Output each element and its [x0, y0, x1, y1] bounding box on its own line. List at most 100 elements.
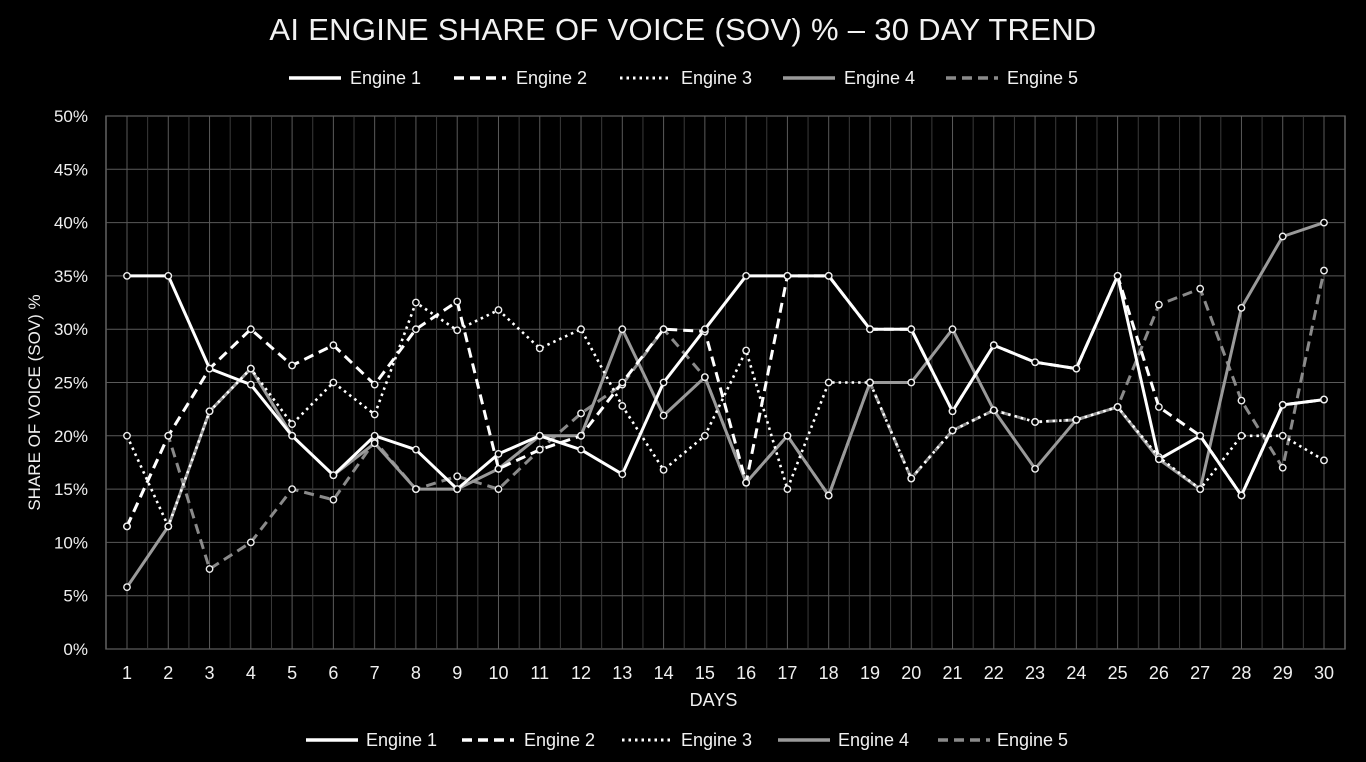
engine-5-point	[1237, 396, 1246, 405]
engine-4-point	[700, 373, 709, 382]
y-tick-label: 20%	[54, 427, 88, 446]
engine-5-point	[453, 472, 462, 481]
engine-2-point	[412, 325, 420, 334]
x-tick-label: 6	[328, 663, 338, 683]
engine-1-point	[1278, 400, 1287, 409]
legend-engine-2-label: Engine 2	[516, 68, 587, 88]
legend-engine-4-label: Engine 4	[838, 730, 909, 750]
legend-bottom: Engine 1 Engine 2 Engine 3 Engine 4 Engine 5	[0, 726, 1366, 754]
x-tick-label: 1	[122, 663, 132, 683]
engine-3-point	[453, 326, 462, 335]
engine-2-point	[618, 378, 627, 387]
y-tick-label: 5%	[63, 587, 88, 606]
engine-1-point	[246, 380, 255, 389]
engine-3-point	[535, 344, 544, 353]
legend-engine-2-label: Engine 2	[524, 730, 595, 750]
engine-3-point	[907, 474, 916, 483]
engine-1-point	[1072, 364, 1081, 373]
engine-2-point	[246, 325, 255, 334]
engine-1-point	[494, 450, 503, 458]
engine-1-point	[907, 325, 916, 334]
x-tick-label: 15	[695, 663, 715, 683]
x-tick-label: 27	[1190, 663, 1210, 683]
engine-1-point	[1196, 431, 1205, 440]
y-tick-label: 45%	[54, 160, 88, 179]
legend-engine-3-label: Engine 3	[681, 730, 752, 750]
engine-3-point	[948, 426, 957, 435]
engine-1-point	[659, 378, 668, 387]
engine-1-point	[783, 271, 792, 280]
x-tick-label: 8	[411, 663, 421, 683]
engine-3-point	[1072, 415, 1081, 424]
engine-4-point	[659, 411, 668, 420]
engine-1-point	[1320, 395, 1328, 404]
engine-4-point	[948, 325, 957, 334]
engine-3-point	[866, 378, 874, 387]
x-tick-label: 12	[571, 663, 591, 683]
engine-5-point	[577, 409, 585, 418]
engine-4-point	[1237, 303, 1246, 312]
engine-4-point	[1031, 464, 1039, 473]
engine-4-point	[783, 431, 792, 440]
engine-1-point	[453, 485, 462, 493]
engine-5-point	[1196, 284, 1205, 293]
legend-engine-4-label: Engine 4	[844, 68, 915, 88]
engine-2-point	[494, 464, 503, 473]
engine-1-point	[989, 341, 998, 350]
engine-3-point	[783, 485, 792, 493]
engine-3-point	[989, 406, 998, 415]
x-tick-label: 20	[901, 663, 921, 683]
x-tick-label: 26	[1149, 663, 1169, 683]
engine-1-point	[329, 471, 338, 480]
engine-2-point	[370, 380, 379, 389]
engine-4-point	[1278, 232, 1287, 241]
engine-1-point	[1031, 358, 1039, 367]
engine-2-point	[164, 431, 173, 440]
x-tick-label: 9	[452, 663, 462, 683]
engine-5-series-line	[125, 270, 1326, 571]
engine-2-point	[659, 325, 668, 334]
engine-5-point	[1320, 266, 1328, 275]
engine-2-point	[123, 522, 131, 531]
engine-4-point	[907, 378, 916, 387]
x-tick-label: 2	[163, 663, 173, 683]
engine-4-point	[618, 325, 627, 334]
engine-5-point	[246, 538, 255, 547]
engine-3-point	[700, 431, 709, 440]
engine-1-point	[1154, 455, 1163, 464]
y-tick-label: 35%	[54, 267, 88, 286]
engine-2-point	[329, 341, 338, 350]
engine-3-point	[824, 378, 833, 387]
engine-3-point	[1031, 418, 1039, 426]
x-tick-label: 29	[1273, 663, 1293, 683]
engine-1-point	[1237, 491, 1246, 500]
engine-1-point	[288, 431, 297, 440]
engine-4-point	[824, 491, 833, 500]
engine-3-point	[329, 378, 338, 387]
engine-2-point	[535, 445, 544, 454]
engine-3-point	[1278, 431, 1287, 440]
x-tick-label: 17	[777, 663, 797, 683]
x-tick-label: 14	[654, 663, 674, 683]
engine-1-point	[577, 445, 585, 454]
y-axis-label: SHARE OF VOICE (SOV) %	[25, 294, 44, 510]
x-tick-label: 4	[246, 663, 256, 683]
legend-top: Engine 1 Engine 2 Engine 3 Engine 4 Engine 5	[0, 64, 1366, 92]
engine-4-point	[1320, 218, 1328, 227]
engine-1-point	[412, 445, 420, 454]
x-tick-label: 24	[1066, 663, 1086, 683]
y-tick-label: 40%	[54, 214, 88, 233]
engine-4-point	[370, 439, 379, 448]
y-tick-label: 25%	[54, 374, 88, 393]
engine-5-point	[494, 485, 503, 493]
engine-1-point	[700, 325, 709, 334]
engine-2-point	[577, 431, 585, 440]
engine-1-point	[618, 470, 627, 479]
engine-3-point	[618, 402, 627, 410]
engine-1-point	[948, 407, 957, 416]
y-tick-label: 0%	[63, 640, 88, 659]
engine-2-point	[453, 297, 462, 306]
x-tick-label: 23	[1025, 663, 1045, 683]
engine-3-point	[164, 522, 173, 531]
engine-5-point	[1278, 463, 1287, 472]
